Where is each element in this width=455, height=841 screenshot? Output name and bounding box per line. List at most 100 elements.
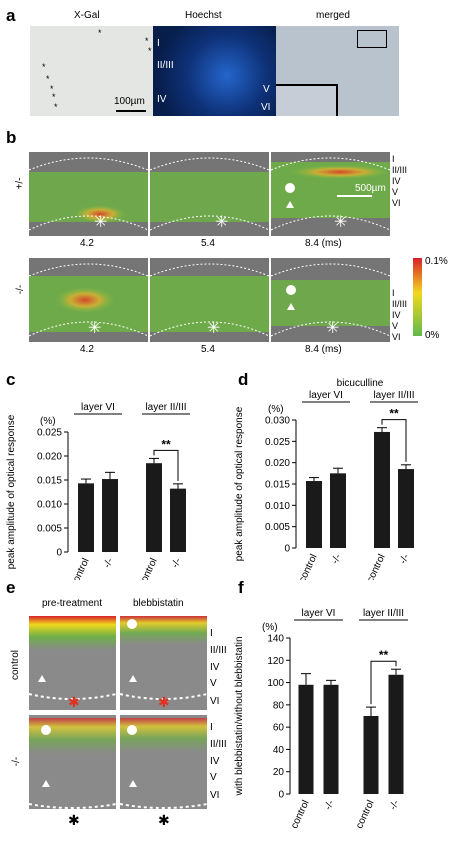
y-tick-label: 20 xyxy=(273,767,285,778)
chart-c: 0.025 0.020 0.015 0.010 0.005 0 (%) peak amplit… xyxy=(6,402,190,580)
group-label: layer II/III xyxy=(145,402,186,413)
stimulus-asterisk: ✳ xyxy=(215,214,229,231)
bar xyxy=(298,684,314,794)
bar xyxy=(398,469,414,548)
y-axis-label: peak amplitude of optical response xyxy=(6,414,17,569)
stimulus-asterisk: ✳ xyxy=(88,320,102,337)
y-tick-label: 40 xyxy=(273,745,285,756)
bar xyxy=(388,674,404,794)
panel-b-imaging xyxy=(28,152,422,342)
panel-label-c: c xyxy=(6,370,16,389)
stimulus-asterisk: ✱ xyxy=(158,694,170,710)
y-unit: (%) xyxy=(40,416,56,427)
significance-mark: ** xyxy=(379,648,389,662)
xgal-marker: * xyxy=(50,84,54,94)
layer-label: VI xyxy=(392,198,401,208)
y-tick-label: 0.015 xyxy=(265,480,290,491)
y-tick-label: 80 xyxy=(273,700,285,711)
y-tick-label: 0 xyxy=(284,544,290,555)
y-tick-label: 0.030 xyxy=(265,416,290,427)
layer-label: I xyxy=(392,154,395,164)
bar xyxy=(170,488,186,552)
y-tick-label: 0.020 xyxy=(265,458,290,469)
bar xyxy=(330,473,346,548)
layer-label: VI xyxy=(210,790,220,801)
layer-label: V xyxy=(263,84,270,95)
bar xyxy=(102,479,118,552)
genotype-label: +/- xyxy=(14,177,26,190)
row-label: -/- xyxy=(11,756,23,767)
layer-label: IV xyxy=(392,310,401,320)
chart-d: 0.030 0.025 0.020 0.015 0.010 0.005 0 (%) peak a… xyxy=(234,378,418,580)
group-label: layer VI xyxy=(302,608,336,619)
panel-label-f: f xyxy=(238,578,244,597)
y-tick-label: 140 xyxy=(267,634,284,645)
x-tick-label: control xyxy=(289,799,312,831)
layer-label: I xyxy=(392,288,395,298)
x-tick-label: -/- xyxy=(102,557,116,570)
y-tick-label: 0.005 xyxy=(37,524,62,535)
layer-label: V xyxy=(392,187,399,197)
colorbar xyxy=(413,258,422,336)
y-tick-label: 0.025 xyxy=(265,437,290,448)
significance-bracket xyxy=(153,449,179,481)
bar xyxy=(363,716,379,794)
y-tick-label: 120 xyxy=(267,656,284,667)
stimulus-asterisk: ✱ xyxy=(158,812,170,828)
xgal-image: * * * * * * * * 100µm xyxy=(30,26,153,116)
time-label: 5.4 xyxy=(201,344,215,355)
layer-label: IV xyxy=(392,176,401,186)
panel-e-imaging xyxy=(28,616,208,809)
time-label: 5.4 xyxy=(201,238,215,249)
bar xyxy=(78,483,94,552)
time-label: 4.2 xyxy=(80,238,94,249)
layer-label: I xyxy=(210,628,213,639)
panel-label-d: d xyxy=(238,370,249,389)
layer-label: V xyxy=(210,678,217,689)
y-tick-label: 60 xyxy=(273,723,285,734)
y-unit: (%) xyxy=(268,404,284,415)
significance-bracket xyxy=(370,660,397,705)
xgal-marker: * xyxy=(46,74,50,84)
layer-label: II/III xyxy=(210,645,227,656)
x-tick-label: control xyxy=(297,553,320,580)
stimulus-asterisk: ✳ xyxy=(207,320,221,337)
layer-label: IV xyxy=(157,94,167,105)
y-tick-label: 100 xyxy=(267,678,284,689)
time-label: 4.2 xyxy=(80,344,94,355)
y-tick-label: 0.020 xyxy=(37,452,62,463)
y-tick-label: 0.010 xyxy=(37,500,62,511)
row-het xyxy=(28,152,391,236)
bar xyxy=(323,684,339,794)
panel-label-a: a xyxy=(6,6,16,25)
layer-label: V xyxy=(210,772,217,783)
bar xyxy=(306,481,322,548)
xgal-marker: * xyxy=(148,46,152,56)
x-tick-label: control xyxy=(365,553,388,580)
title-merged: merged xyxy=(316,10,350,21)
significance-mark: ** xyxy=(389,407,399,421)
time-label: 8.4 (ms) xyxy=(305,238,342,249)
y-unit: (%) xyxy=(262,622,278,633)
significance-bracket xyxy=(381,419,407,462)
x-tick-label: -/- xyxy=(323,799,337,812)
layer-label: II/III xyxy=(157,60,174,71)
stimulus-asterisk: ✳ xyxy=(334,214,348,231)
significance-mark: ** xyxy=(161,437,171,451)
y-tick-label: 0.015 xyxy=(37,476,62,487)
stimulus-asterisk: ✱ xyxy=(68,812,80,828)
y-tick-label: 0 xyxy=(56,548,62,559)
x-tick-label: control xyxy=(354,799,377,831)
layer-label: I xyxy=(157,38,160,49)
group-label: layer II/III xyxy=(373,390,414,401)
layer-label: VI xyxy=(392,332,401,342)
y-axis-label: peak amplitude of optical response xyxy=(234,406,245,561)
stimulus-asterisk: ✳ xyxy=(94,214,108,231)
x-tick-label: -/- xyxy=(330,553,344,566)
colorbar-max: 0.1% xyxy=(425,256,448,267)
xgal-marker: * xyxy=(52,92,56,102)
group-label: layer VI xyxy=(309,390,343,401)
inset-enlarged xyxy=(276,84,338,116)
panel-label-e: e xyxy=(6,578,16,597)
layer-label: VI xyxy=(261,102,271,113)
